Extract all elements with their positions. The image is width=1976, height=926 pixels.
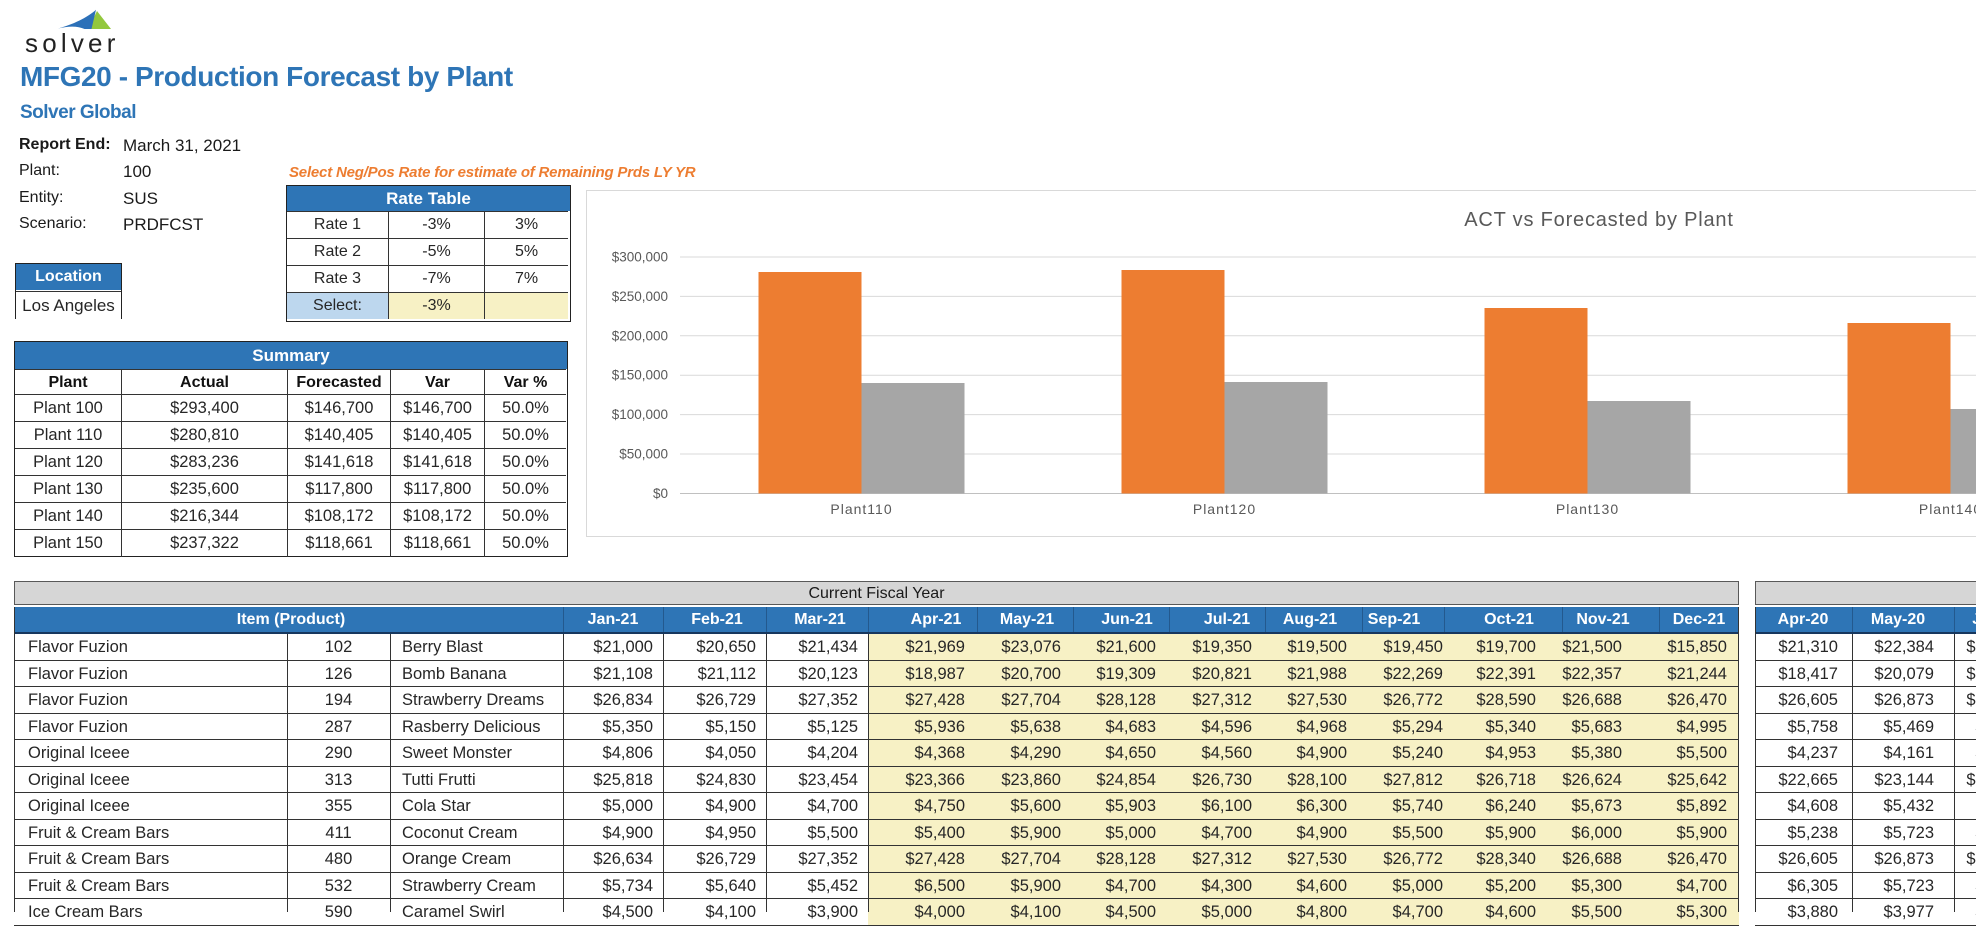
svg-text:$100,000: $100,000 — [612, 407, 668, 422]
svg-text:$0: $0 — [653, 486, 668, 501]
svg-text:Plant110: Plant110 — [830, 501, 892, 517]
svg-text:Plant130: Plant130 — [1556, 501, 1619, 517]
svg-text:$250,000: $250,000 — [612, 289, 668, 304]
svg-text:$150,000: $150,000 — [612, 368, 668, 383]
svg-text:Plant120: Plant120 — [1193, 501, 1256, 517]
svg-text:Plant140: Plant140 — [1919, 501, 1976, 517]
svg-text:$200,000: $200,000 — [612, 328, 668, 343]
svg-text:$300,000: $300,000 — [612, 250, 668, 265]
svg-text:ACT vs Forecasted by Plant: ACT vs Forecasted by Plant — [1464, 209, 1733, 231]
svg-text:$50,000: $50,000 — [619, 447, 668, 462]
